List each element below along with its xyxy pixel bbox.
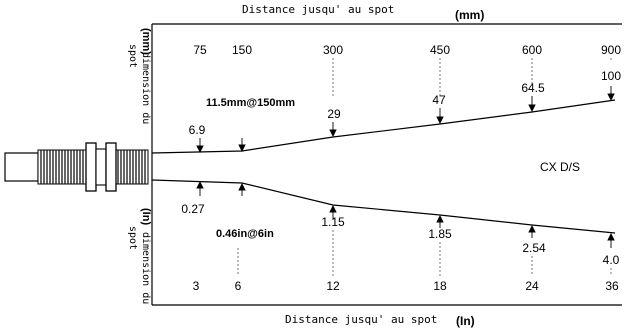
bottom-axis-unit: (In)	[456, 314, 475, 328]
sensor-nut-right	[105, 142, 117, 192]
left-top-text-1: dimension du	[140, 52, 151, 124]
bottom-axis-title: Distance jusqu' au spot	[285, 313, 437, 326]
top-ticks: 75 150 300 450 600 900	[193, 43, 621, 57]
frame	[151, 23, 622, 306]
left-label-bottom: (In) dimension du spot	[127, 208, 152, 304]
bottom-tick-24: 24	[525, 279, 539, 293]
spot-in-12: 1.15	[321, 215, 345, 229]
focus-label-mm: 11.5mm@150mm	[206, 97, 295, 109]
beam-upper-edge	[151, 99, 616, 154]
distance-markers	[237, 58, 612, 276]
left-bottom-text-1: dimension du	[140, 232, 151, 304]
bottom-tick-6: 6	[235, 279, 242, 293]
beam-envelope	[151, 99, 616, 234]
top-axis-unit: (mm)	[455, 8, 484, 22]
sensor-nut-center	[95, 148, 107, 186]
model-label: CX D/S	[540, 160, 580, 174]
sensor-cable-end	[4, 152, 39, 182]
bottom-tick-3: 3	[193, 279, 200, 293]
spot-in-18: 1.85	[428, 227, 452, 241]
left-top-text-2: spot	[127, 44, 138, 68]
top-tick-150: 150	[232, 43, 252, 57]
top-tick-900: 900	[601, 43, 621, 57]
bottom-ticks: 3 6 12 18 24 36	[193, 279, 619, 293]
spot-mm-75: 6.9	[189, 123, 206, 137]
spot-in-24: 2.54	[522, 241, 546, 255]
sensor-nut-left	[85, 142, 97, 192]
spot-sizes-mm: 6.9 29 47 64.5 100	[189, 69, 622, 137]
top-tick-300: 300	[323, 43, 343, 57]
spot-mm-450: 47	[432, 93, 446, 107]
spot-in-3: 0.27	[181, 202, 205, 216]
measurement-arrows	[196, 86, 615, 248]
focus-label-in: 0.46in@6in	[216, 228, 274, 240]
top-tick-450: 450	[430, 43, 450, 57]
top-tick-600: 600	[522, 43, 542, 57]
top-tick-75: 75	[193, 43, 207, 57]
spot-in-36: 4.0	[603, 253, 620, 267]
left-bottom-text-2: spot	[127, 226, 138, 250]
spot-mm-300: 29	[327, 107, 341, 121]
left-top-unit: (mm)	[140, 28, 152, 55]
sensor-icon	[4, 142, 149, 192]
spot-mm-600: 64.5	[521, 81, 545, 95]
left-bottom-unit: (In)	[140, 208, 152, 225]
top-axis-title: Distance jusqu' au spot	[242, 3, 394, 16]
beam-lower-edge	[151, 179, 616, 234]
bottom-tick-12: 12	[326, 279, 340, 293]
spot-sizes-in: 0.27 1.15 1.85 2.54 4.0	[181, 202, 619, 267]
left-label-top: (mm) dimension du spot	[127, 28, 152, 124]
bottom-tick-18: 18	[433, 279, 447, 293]
spot-mm-900: 100	[601, 69, 621, 83]
bottom-tick-36: 36	[605, 279, 619, 293]
